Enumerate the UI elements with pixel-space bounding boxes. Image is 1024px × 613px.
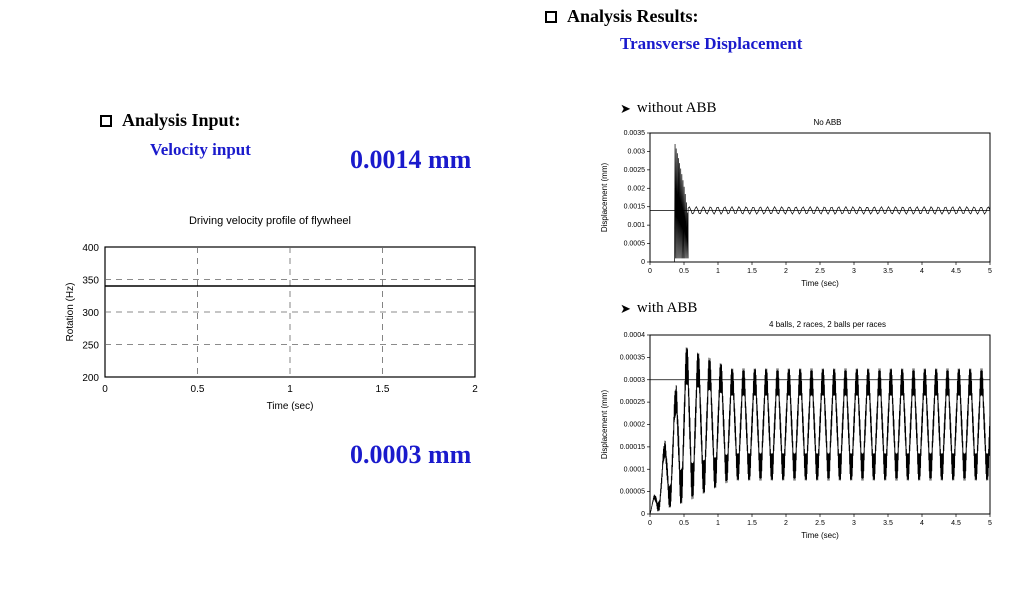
noabb-chart: No ABB 0 0.5 1 1.5 2 2.5 3 3.5 4 4.5 5 0 0.0005 0.001… [595,118,1000,292]
svg-text:Displacement (mm): Displacement (mm) [600,162,609,232]
with-abb-label: with ABB [620,300,697,317]
velocity-chart-svg: 0 0.5 1 1.5 2 200 250 300 350 400 Time (sec) Rotati… [55,237,485,417]
readout-with-abb: 0.0003 mm [350,440,471,470]
velocity-chart-title: Driving velocity profile of flywheel [55,215,485,227]
svg-text:3: 3 [852,268,856,275]
svg-text:3.5: 3.5 [883,520,893,527]
svg-text:2: 2 [784,268,788,275]
without-abb-label: without ABB [620,100,717,117]
input-header: Analysis Input: [100,110,241,131]
svg-text:0.0035: 0.0035 [624,130,646,137]
velocity-chart: Driving velocity profile of flywheel 0 0.… [55,215,485,417]
bullet-icon [100,115,112,127]
without-abb-text: without ABB [637,100,717,117]
results-subheader: Transverse Displacement [620,34,802,54]
svg-text:0.0004: 0.0004 [624,332,646,339]
svg-text:0.00015: 0.00015 [620,444,645,451]
svg-text:Displacement (mm): Displacement (mm) [600,389,609,459]
svg-text:250: 250 [82,341,99,352]
svg-text:4: 4 [920,520,924,527]
svg-text:0.002: 0.002 [627,185,645,192]
svg-text:2: 2 [472,384,478,395]
svg-text:0: 0 [102,384,108,395]
svg-text:400: 400 [82,243,99,254]
svg-text:5: 5 [988,268,992,275]
svg-text:0.5: 0.5 [679,520,689,527]
abb-chart-svg: 0 0.5 1 1.5 2 2.5 3 3.5 4 4.5 5 0 0.00005 0.0001 0.000… [595,329,1000,544]
svg-text:Time (sec): Time (sec) [801,531,839,540]
svg-text:5: 5 [988,520,992,527]
svg-text:0.0025: 0.0025 [624,167,646,174]
svg-text:0.001: 0.001 [627,222,645,229]
svg-text:0: 0 [648,520,652,527]
bullet-icon [545,11,557,23]
svg-text:0.0001: 0.0001 [624,466,646,473]
with-abb-text: with ABB [637,300,697,317]
svg-text:0.0002: 0.0002 [624,422,646,429]
results-header: Analysis Results: [545,6,699,27]
svg-text:1.5: 1.5 [747,520,757,527]
readout-without-abb: 0.0014 mm [350,145,471,175]
input-subheader: Velocity input [150,140,251,160]
input-header-text: Analysis Input: [122,110,241,131]
svg-text:0.003: 0.003 [627,148,645,155]
svg-text:0.5: 0.5 [191,384,205,395]
svg-text:1.5: 1.5 [747,268,757,275]
svg-text:350: 350 [82,276,99,287]
svg-text:4: 4 [920,268,924,275]
svg-text:1: 1 [716,520,720,527]
svg-text:200: 200 [82,373,99,384]
results-header-text: Analysis Results: [567,6,699,27]
svg-text:0.00005: 0.00005 [620,489,645,496]
svg-text:0: 0 [641,511,645,518]
svg-text:2: 2 [784,520,788,527]
noabb-chart-title: No ABB [655,118,1000,127]
svg-text:0.0005: 0.0005 [624,241,646,248]
svg-text:1.5: 1.5 [376,384,390,395]
svg-text:Rotation (Hz): Rotation (Hz) [65,283,76,342]
svg-text:Time (sec): Time (sec) [267,401,314,412]
svg-text:0: 0 [648,268,652,275]
svg-text:3.5: 3.5 [883,268,893,275]
svg-text:0.5: 0.5 [679,268,689,275]
svg-text:4.5: 4.5 [951,268,961,275]
svg-text:1: 1 [716,268,720,275]
svg-text:2.5: 2.5 [815,268,825,275]
svg-text:1: 1 [287,384,293,395]
svg-text:0.0003: 0.0003 [624,377,646,384]
svg-text:2.5: 2.5 [815,520,825,527]
svg-text:4.5: 4.5 [951,520,961,527]
abb-chart-title: 4 balls, 2 races, 2 balls per races [655,320,1000,329]
svg-text:Time (sec): Time (sec) [801,279,839,288]
svg-text:3: 3 [852,520,856,527]
noabb-chart-svg: 0 0.5 1 1.5 2 2.5 3 3.5 4 4.5 5 0 0.0005 0.001 0.0015 0… [595,127,1000,292]
svg-text:0: 0 [641,259,645,266]
svg-text:0.0015: 0.0015 [624,204,646,211]
svg-text:0.00035: 0.00035 [620,354,645,361]
svg-text:0.00025: 0.00025 [620,399,645,406]
svg-text:300: 300 [82,308,99,319]
abb-chart: 4 balls, 2 races, 2 balls per races 0 0.5… [595,320,1000,544]
